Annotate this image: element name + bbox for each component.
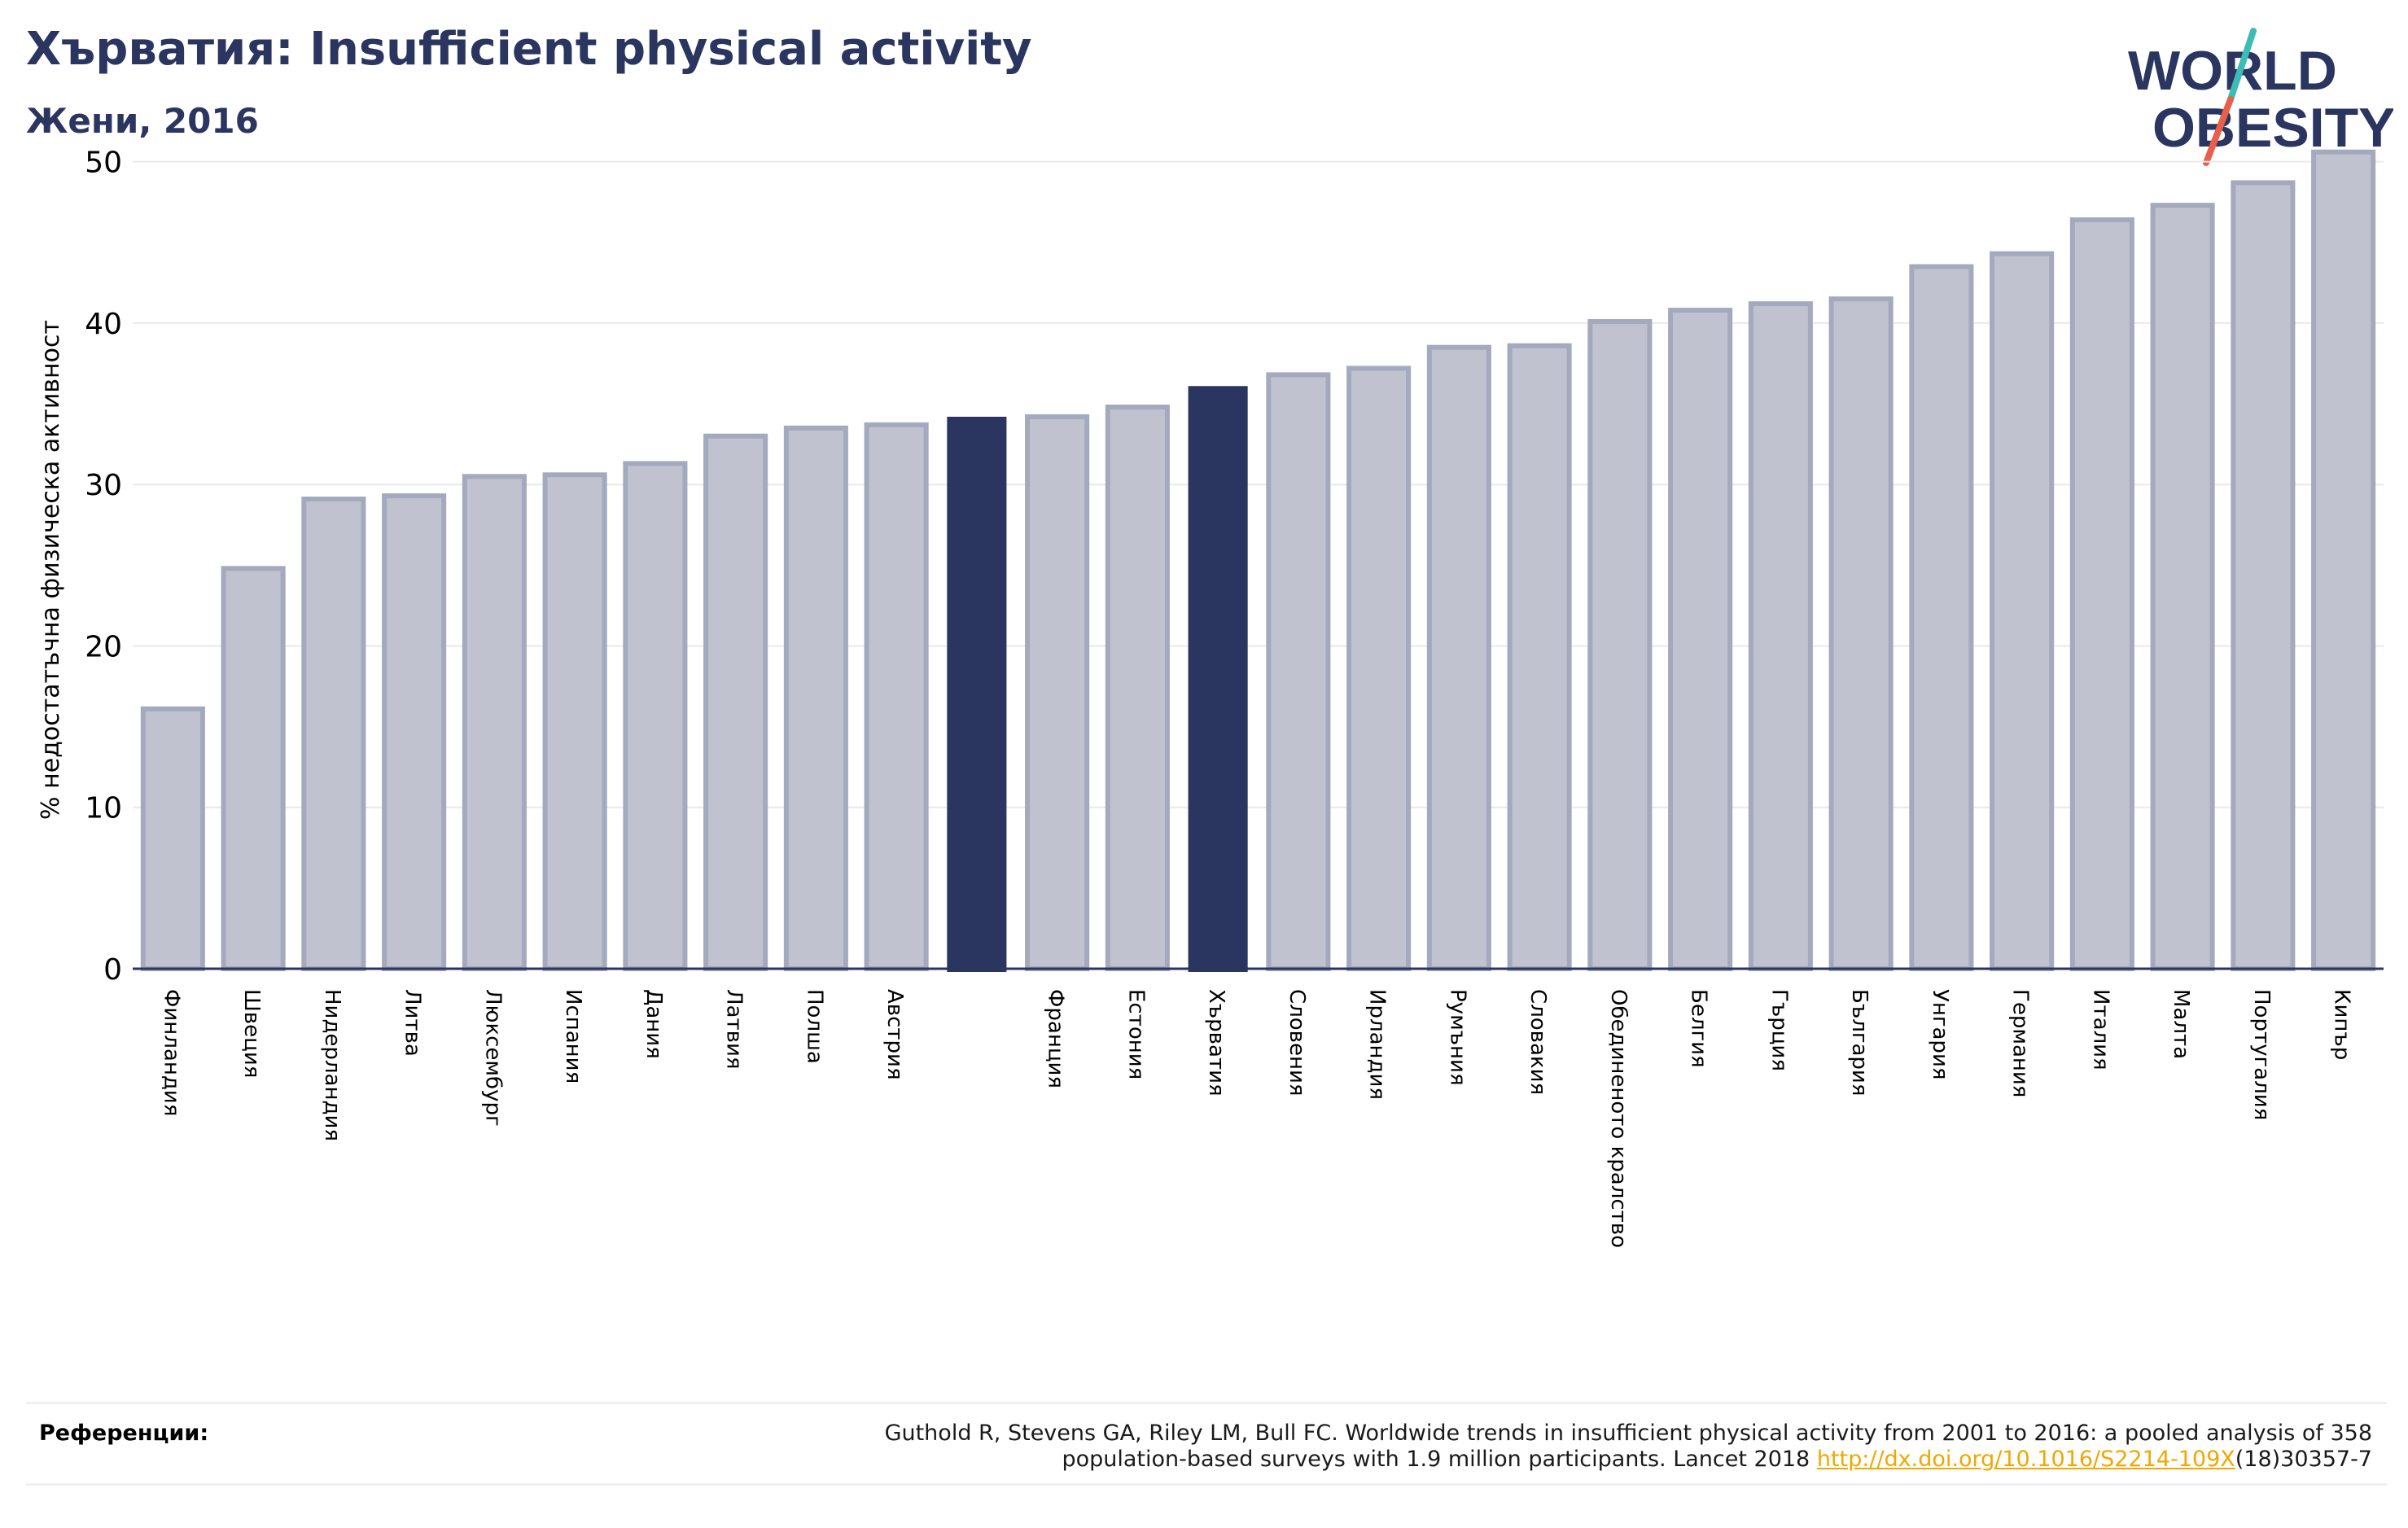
x-tick-label: Люксембург <box>480 989 505 1127</box>
logo-slash-top <box>2227 28 2257 103</box>
bars <box>140 149 2376 973</box>
bar-България <box>1828 296 1894 971</box>
x-tick-label: Словакия <box>1526 989 1550 1095</box>
references-top-divider <box>26 1402 2387 1404</box>
references-text: Guthold R, Stevens GA, Riley LM, Bull FC… <box>500 1421 2372 1473</box>
bar-Дания <box>623 461 688 971</box>
chart-subtitle: Жени, 2016 <box>26 101 259 141</box>
x-tick-label: Словения <box>1285 989 1309 1097</box>
bar-Люксембург <box>462 474 527 971</box>
bar-Обединеното кралство <box>1587 318 1653 972</box>
bar-Румъния <box>1426 344 1491 971</box>
bar-Унгария <box>1909 264 1974 971</box>
reference-line2: population-based surveys with 1.9 millio… <box>1062 1447 1817 1472</box>
reference-line2-end: (18)30357-7 <box>2235 1447 2372 1472</box>
x-tick-label: Германия <box>2008 989 2033 1097</box>
x-tick-label: Испания <box>561 989 585 1084</box>
x-tick-label: Естония <box>1123 989 1148 1079</box>
x-tick-label: Финландия <box>159 989 183 1116</box>
x-tick-label: Хърватия <box>1204 989 1228 1097</box>
bar-Хърватия <box>1188 386 1248 973</box>
bar-Гърция <box>1748 301 1813 971</box>
bar-Швеция <box>221 566 286 971</box>
bar-Испания <box>542 472 607 971</box>
bar-Финландия <box>140 706 205 972</box>
bar-Франция <box>1025 414 1090 971</box>
x-tick-label: Малта <box>2169 989 2193 1059</box>
bar-Словакия <box>1507 343 1572 971</box>
bar-Полша <box>783 425 848 971</box>
x-tick-label: Нидерландия <box>320 989 344 1141</box>
reference-line1: Guthold R, Stevens GA, Riley LM, Bull FC… <box>884 1421 2372 1446</box>
x-tick-label: Швеция <box>239 989 264 1078</box>
bar-Литва <box>382 493 447 971</box>
y-tick-label: 50 <box>85 147 122 180</box>
chart-title: Хърватия: Insufficient physical activity <box>26 23 1032 76</box>
x-tick-label: Ирландия <box>1365 989 1390 1100</box>
references-label: Референции: <box>39 1421 209 1446</box>
x-tick-label: България <box>1847 989 1872 1096</box>
y-tick-label: 40 <box>85 308 122 341</box>
y-tick-label: 10 <box>85 792 122 825</box>
bar-unlabeled <box>947 416 1007 973</box>
bar-Ирландия <box>1346 366 1412 971</box>
bar-Естония <box>1105 405 1170 971</box>
x-tick-label: Кипър <box>2330 989 2354 1060</box>
bar-Белгия <box>1668 308 1733 971</box>
bar-Словения <box>1266 372 1331 972</box>
world-obesity-logo: WORLD OBESITY <box>2128 28 2393 166</box>
bar-Нидерландия <box>301 497 366 971</box>
y-tick-label: 0 <box>103 953 122 987</box>
x-tick-label: Полша <box>802 989 826 1064</box>
x-tick-label: Литва <box>401 989 425 1057</box>
bar-Италия <box>2069 217 2134 971</box>
bar-Португалия <box>2231 180 2296 972</box>
x-tick-labels: Финландия Швеция Нидерландия Литва Люксембур… <box>159 989 2353 1248</box>
x-tick-label: Португалия <box>2249 989 2274 1120</box>
logo-slash-bottom <box>2203 96 2234 166</box>
y-tick-labels: 0 10 20 30 40 50 <box>85 147 122 987</box>
x-tick-label: Белгия <box>1687 989 1711 1068</box>
x-tick-label: Дания <box>641 989 666 1059</box>
logo-line2: OBESITY <box>2152 97 2393 159</box>
x-tick-label: Франция <box>1044 989 1068 1088</box>
bar-Латвия <box>703 433 768 971</box>
y-tick-label: 30 <box>85 469 122 502</box>
references-bottom-divider <box>26 1483 2387 1486</box>
y-tick-label: 20 <box>85 630 122 663</box>
y-axis-label: % недостатъчна физическа активност <box>37 320 65 820</box>
x-tick-label: Гърция <box>1767 989 1791 1071</box>
x-tick-label: Унгария <box>1928 989 1952 1079</box>
x-tick-label: Латвия <box>722 989 746 1070</box>
x-tick-label: Австрия <box>882 989 907 1080</box>
reference-doi-link[interactable]: http://dx.doi.org/10.1016/S2214-109X <box>1816 1447 2235 1472</box>
x-tick-label: Румъния <box>1445 989 1469 1086</box>
bar-Германия <box>1990 251 2055 971</box>
bar-Австрия <box>864 422 929 971</box>
x-tick-label: Италия <box>2088 989 2112 1070</box>
bar-Малта <box>2150 203 2215 972</box>
x-tick-label: Обединеното кралство <box>1606 989 1631 1248</box>
bar-chart: 0 10 20 30 40 50 Финландия Швеция Нидерландия Ли… <box>37 147 2384 1248</box>
bar-Кипър <box>2311 149 2376 971</box>
